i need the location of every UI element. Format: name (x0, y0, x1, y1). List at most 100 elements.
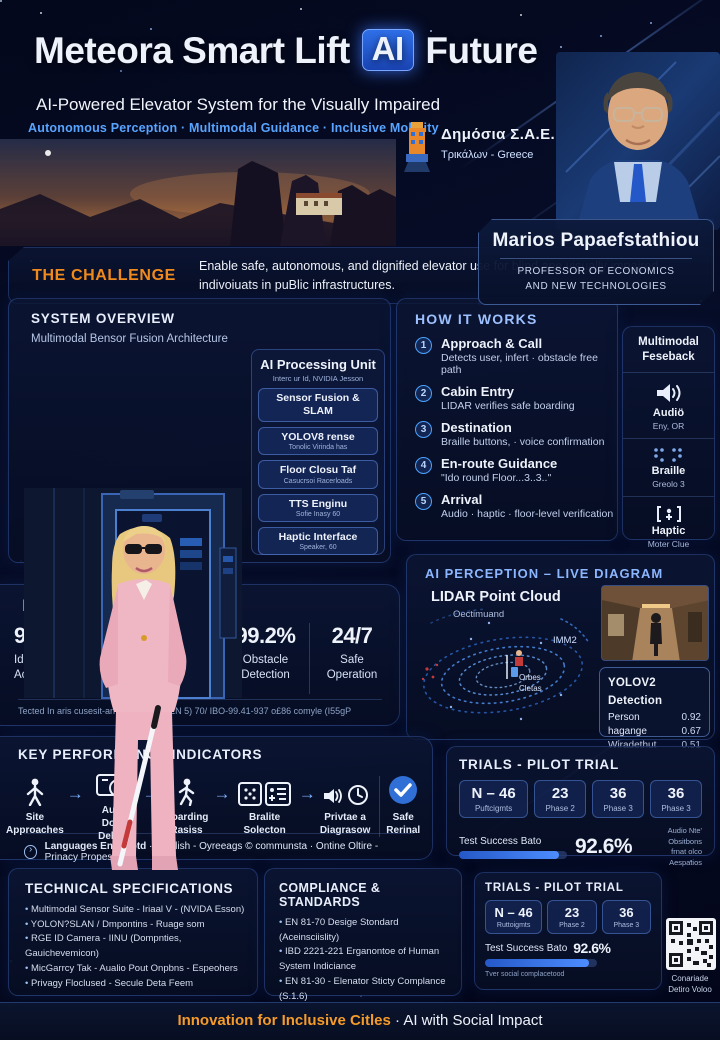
tech-spec-item: MicGarrcy Tak - Aualio Pout Onpbns - Esp… (25, 962, 247, 977)
lighthouse-logo-icon (404, 122, 430, 172)
cloud-annotation: IMM2 (553, 635, 577, 646)
organization-logo-block: Δημόσια Σ.Α.Ε.Κ. Τρικάλων - Greece (402, 120, 572, 186)
kpi-stat: < 250 ms Response Time (118, 623, 222, 694)
trial-chip: 36 Phase 3 (650, 780, 702, 818)
trial-chip: 23 Phase 2 (547, 900, 597, 934)
indicator-label: Boarding (164, 811, 209, 823)
indicator-label: Site (25, 811, 45, 823)
qr-caption-line1: Conariade (671, 974, 709, 983)
kpi-label: Obstacle Detection (241, 654, 290, 681)
chip-value: 36 (619, 905, 634, 920)
tagline: Autonomous Perception · Multimodal Guida… (28, 121, 439, 135)
languages-label: Languages Enanpotd (44, 841, 147, 852)
speaker-small-icon (323, 788, 342, 803)
org-name: Δημόσια Σ.Α.Ε.Κ. (441, 126, 571, 143)
flow-arrow-icon: → (213, 784, 231, 803)
trials-pilot-panel-bottom: TRIALS - PILOT TRIAL N – 46 Ruttoigmts 2… (474, 872, 662, 990)
compliance-title: COMPLIANCE & STANDARDS (279, 881, 381, 909)
step-title: En-route Guidance (441, 456, 558, 471)
kpi-value: 98.7% (14, 623, 74, 648)
feedback-item-braille: Braille Greolo 3 (623, 437, 714, 489)
org-location: Τρικάλων - Greece (441, 149, 534, 161)
indicator-label: Rasiss (170, 824, 203, 836)
speaker-icon (656, 383, 680, 402)
lidar-subtitle: Oectimuand (453, 609, 505, 620)
kpi-label: Response Time (129, 680, 210, 692)
detection-score: 0.92 (681, 712, 701, 723)
kpi-title: KPI (22, 596, 54, 615)
kpi-panel: KPI 98.7% Identification Accuracy < 250 … (0, 584, 400, 726)
kpi-stat: 24/7 Safe Operation (310, 623, 394, 694)
apu-module-label: Floor Closu Taf (279, 464, 357, 477)
qr-caption-line2: Detiro Voloo (668, 984, 712, 994)
trials-side-note-line2: frnat olco Aespatios (669, 847, 702, 867)
trials-pilot-panel: TRIALS - PILOT TRIAL N – 46 Puftcigmts 2… (446, 746, 715, 867)
indicator-label: Diagrasow (319, 824, 371, 836)
trials-bottom-title: TRIALS - PILOT TRIAL (485, 882, 624, 894)
ai-badge: AI (361, 29, 414, 71)
compliance-panel: COMPLIANCE & STANDARDS EN 81-70 Desige S… (264, 868, 462, 1002)
detection-row: hagange 0.67 (608, 726, 701, 737)
tech-spec-item: Privagy Floclused - Secule Deta Feem (25, 977, 247, 992)
panel-buttons-icon (265, 781, 292, 806)
apu-module: YOLOV8 rense Tonolic Virinda has (258, 427, 378, 456)
auto-door-icon (96, 774, 128, 797)
success-rate-value: 92.6% (575, 835, 633, 858)
chip-value: 23 (551, 785, 569, 802)
chip-value: 36 (609, 785, 627, 802)
chip-label: Puftcigmts (474, 804, 513, 813)
how-it-works-panel: HOW IT WORKS 1 Approach & Call Detects u… (396, 298, 618, 541)
kpi-label: Safe Operation (326, 654, 378, 681)
success-progress-bar (459, 850, 567, 859)
apu-subtitle: Interc ur Id, NVIDIA Jesson (272, 374, 364, 383)
chip-value: N – 46 (494, 905, 533, 920)
tech-specs-title: TECHNICAL SPECIFICATIONS (25, 881, 234, 896)
ai-perception-title: AI PERCEPTION – LIVE DIAGRAM (425, 566, 664, 581)
indicator-privacy: Privtae a Diagrasow (319, 776, 372, 837)
step-desc: Detects user, infert · obstacle free pat… (441, 352, 598, 376)
flow-arrow-icon: → (298, 784, 316, 803)
indicator-label: Solecton (243, 824, 286, 836)
haptic-icon (656, 505, 681, 522)
step-number: 5 (415, 493, 432, 510)
trial-chip: 23 Phase 2 (534, 780, 587, 818)
step-title: Destination (441, 420, 512, 435)
feedback-label: Haptic (651, 524, 686, 537)
languages-list: · Eniplish - Oyreeags © communsta · Onti… (44, 841, 379, 863)
qr-caption: Conariade Detiro Voloo (656, 974, 720, 996)
technical-specifications-panel: TECHNICAL SPECIFICATIONS Multimodal Sens… (8, 868, 258, 996)
apu-module-label: TTS Enginu (288, 497, 348, 510)
how-step: 4 En-route Guidance "Ido round Floor...3… (415, 456, 617, 484)
person-name: Marios Papaefstathiou (492, 230, 700, 251)
trials-bottom-note: Tver social complacetood (485, 971, 565, 978)
multimodal-feedback-panel: Multimodal Feseback Audiö Eny, OR Braill… (622, 326, 715, 549)
key-indicators-panel: KEY PERFORMANCE INDICATORS Site Approach… (0, 736, 433, 863)
cloud-center-label: Orbes Cletas (519, 672, 542, 694)
kpi-footnote: Tected In aris cusesit-anvironments – EN… (18, 699, 382, 716)
apu-module-sub: Speaker, 60 (299, 543, 337, 551)
step-number: 2 (415, 385, 432, 402)
feedback-label: Audiö (652, 406, 685, 419)
person-icon (26, 778, 44, 806)
trial-chip: N – 46 Ruttoigmts (485, 900, 543, 934)
footer-rest: · AI with Social Impact (390, 1012, 543, 1029)
languages-row: Languages Enanpotd · Eniplish - Oyreeags… (24, 833, 414, 863)
step-title: Cabin Entry (441, 384, 514, 399)
trials-title: TRIALS - PILOT TRIAL (459, 757, 619, 772)
chip-label: Phase 2 (545, 804, 575, 813)
trials-side-note: Audio Nte' Obsitbons frnat olco Aespatio… (640, 826, 702, 868)
compliance-item: EN 81-70 Desige Stondard (Aceinsciislity… (279, 916, 451, 945)
detection-label: Person (608, 712, 640, 723)
tech-spec-item: YOLON?SLAN / Dmpontins - Ruage som (25, 918, 247, 933)
camera-feed-thumbnail (601, 585, 709, 661)
flow-arrow-icon: → (142, 784, 160, 803)
success-progress-bar (485, 959, 597, 967)
chip-label: Phase 3 (613, 922, 640, 929)
indicator-safe-arrival: Safe Rerinal (379, 775, 426, 837)
indicator-label: Rerinal (386, 824, 421, 836)
system-overview-title: SYSTEM OVERVIEW (31, 311, 175, 326)
lidar-point-cloud (411, 599, 601, 737)
chip-label: Phase 3 (661, 804, 691, 813)
indicator-label: Approaches (6, 824, 64, 836)
kpi-stat: 98.7% Identification Accuracy (6, 623, 118, 694)
